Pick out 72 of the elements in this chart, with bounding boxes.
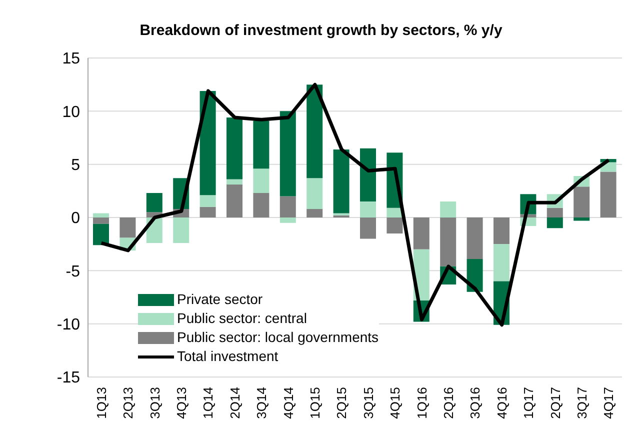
bar	[253, 120, 270, 169]
bar	[280, 111, 296, 196]
legend-label: Private sector	[177, 290, 263, 309]
bar	[574, 186, 590, 218]
bar	[360, 218, 376, 239]
bar	[200, 90, 216, 196]
bar	[226, 118, 242, 180]
bar	[413, 218, 430, 250]
y-tick-label: 10	[62, 104, 80, 121]
bar	[253, 193, 270, 218]
x-tick-label: 4Q17	[601, 387, 616, 419]
x-tick-label: 4Q14	[280, 387, 296, 419]
x-tick-label: 4Q13	[174, 387, 189, 419]
x-tick-label: 2Q13	[120, 387, 136, 419]
y-tick-label: 15	[62, 50, 80, 68]
x-tick-label: 1Q13	[94, 387, 109, 419]
bar	[360, 202, 376, 218]
bar	[93, 213, 109, 218]
bar	[600, 172, 616, 218]
x-tick-label: 1Q16	[414, 387, 430, 419]
x-tick-label: 4Q16	[494, 387, 510, 419]
bar	[333, 149, 350, 214]
bar	[494, 218, 510, 244]
x-tick-label: 3Q17	[574, 387, 590, 419]
bar	[120, 218, 136, 238]
legend-label: Public sector: local governments	[177, 328, 379, 347]
bar	[306, 178, 323, 209]
y-tick-label: 5	[71, 157, 80, 174]
bar	[200, 195, 216, 207]
x-tick-label: 3Q14	[254, 387, 270, 419]
x-tick-label: 1Q17	[521, 387, 536, 419]
bar	[253, 168, 270, 194]
bar	[440, 202, 456, 218]
y-tick-label: -5	[66, 263, 80, 280]
bar	[280, 218, 296, 223]
bar	[306, 208, 323, 218]
bar	[386, 218, 403, 234]
legend-label: Total investment	[177, 347, 278, 366]
bar	[226, 184, 242, 218]
bar	[440, 218, 456, 266]
x-tick-label: 3Q13	[147, 387, 162, 419]
x-tick-label: 2Q14	[227, 387, 242, 419]
y-tick-label: -10	[56, 316, 80, 334]
x-tick-label: 2Q16	[440, 387, 456, 419]
bar	[546, 208, 563, 218]
y-tick-label: -15	[56, 370, 80, 387]
bar	[200, 206, 216, 218]
bar	[93, 224, 109, 246]
x-tick-label: 2Q15	[334, 387, 350, 419]
x-tick-label: 2Q17	[548, 387, 563, 419]
x-tick-label: 3Q15	[360, 387, 376, 419]
x-tick-label: 1Q15	[307, 387, 322, 419]
bar	[386, 208, 403, 218]
line-series	[100, 82, 610, 327]
bar	[226, 179, 242, 185]
bar	[574, 218, 590, 221]
legend-label: Public sector: central	[177, 309, 307, 328]
bar	[466, 218, 483, 259]
x-tick-label: 3Q16	[468, 387, 483, 419]
bar	[146, 193, 162, 212]
x-tick-label: 4Q15	[388, 387, 403, 419]
y-tick-label: 0	[71, 210, 80, 228]
bar	[466, 258, 483, 292]
bar	[173, 218, 190, 244]
chart-title: Breakdown of investment growth by sectors, % y/y	[138, 22, 504, 39]
bar	[280, 196, 296, 218]
bar	[494, 244, 510, 282]
bar	[306, 84, 323, 178]
bar	[546, 218, 563, 228]
bar	[93, 218, 109, 224]
x-tick-label: 1Q14	[200, 387, 216, 419]
bar	[360, 148, 376, 202]
